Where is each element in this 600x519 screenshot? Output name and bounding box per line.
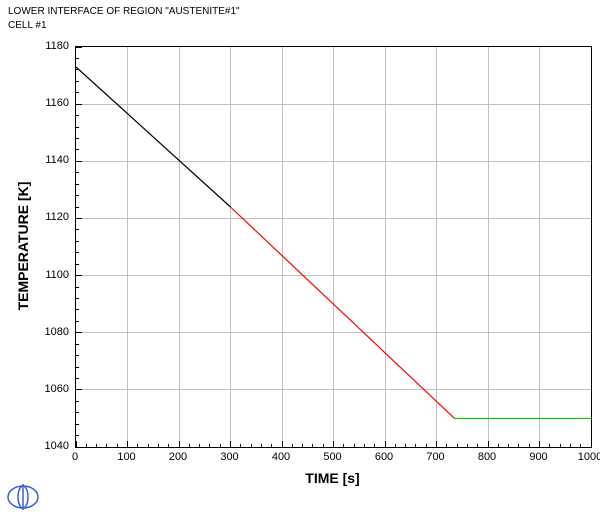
y-tick-label: 1060	[45, 383, 69, 395]
x-tick-label: 0	[72, 451, 78, 463]
x-tick-label: 800	[478, 451, 496, 463]
x-tick-label: 600	[375, 451, 393, 463]
y-tick-label: 1180	[45, 40, 69, 52]
y-tick-label: 1120	[45, 211, 69, 223]
x-tick-label: 1000	[578, 451, 600, 463]
x-tick-label: 200	[169, 451, 187, 463]
x-axis-label: TIME [s]	[305, 470, 359, 486]
series-layer	[76, 47, 591, 447]
x-tick-label: 900	[529, 451, 547, 463]
series-0	[76, 67, 231, 207]
x-tick-label: 100	[117, 451, 135, 463]
chart-container: LOWER INTERFACE OF REGION "AUSTENITE#1" …	[0, 0, 600, 519]
x-tick-label: 400	[272, 451, 290, 463]
x-tick-label: 300	[220, 451, 238, 463]
y-axis-label: TEMPERATURE [K]	[15, 182, 31, 311]
series-1	[231, 207, 455, 418]
x-tick-label: 700	[426, 451, 444, 463]
y-tick-label: 1140	[45, 154, 69, 166]
title-line-2: CELL #1	[8, 20, 47, 31]
y-tick-label: 1160	[45, 97, 69, 109]
y-tick-label: 1100	[45, 269, 69, 281]
title-line-1: LOWER INTERFACE OF REGION "AUSTENITE#1"	[8, 6, 240, 17]
y-tick-label: 1040	[45, 440, 69, 452]
y-tick-label: 1080	[45, 326, 69, 338]
plot-area	[75, 46, 592, 448]
x-tick-label: 500	[323, 451, 341, 463]
dictra-logo-icon	[6, 484, 40, 515]
